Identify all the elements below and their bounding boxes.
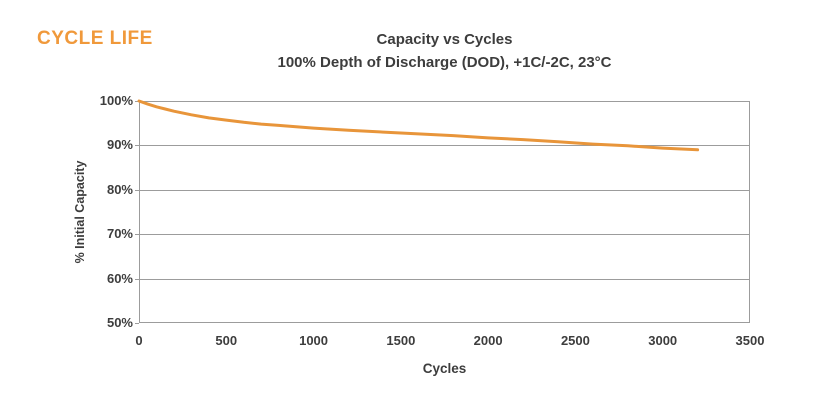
page-heading: CYCLE LIFE <box>37 28 153 49</box>
y-axis-tick-label: 80% <box>106 181 133 197</box>
y-axis-tick-label: 70% <box>106 226 133 242</box>
x-axis-tick-label: 2500 <box>560 333 590 348</box>
x-axis-tick-label: 500 <box>215 333 238 348</box>
capacity-curve <box>137 99 700 152</box>
x-axis-tick-label: 3500 <box>735 333 765 348</box>
chart-subtitle: 100% Depth of Discharge (DOD), +1C/-2C, … <box>277 54 612 71</box>
y-axis-tick-label: 60% <box>106 270 133 286</box>
x-axis-tick-label: 3000 <box>648 333 678 348</box>
y-axis-tick-label: 90% <box>106 137 133 153</box>
plot-border <box>139 101 750 323</box>
chart-title: Capacity vs Cycles <box>376 31 513 48</box>
x-axis-tick-label: 1000 <box>299 333 329 348</box>
y-axis-tick-label: 100% <box>99 93 133 108</box>
y-axis-title: % Initial Capacity <box>73 160 87 264</box>
y-axis-tick-labels: 100% 90% 80% 70% 60% 50% <box>88 0 133 408</box>
y-axis-tick-label: 50% <box>106 315 133 330</box>
x-axis-tick-label: 0 <box>135 333 143 348</box>
x-axis-tick-label: 2000 <box>473 333 503 348</box>
x-axis-tick-label: 1500 <box>386 333 416 348</box>
x-axis-title: Cycles <box>422 361 467 376</box>
